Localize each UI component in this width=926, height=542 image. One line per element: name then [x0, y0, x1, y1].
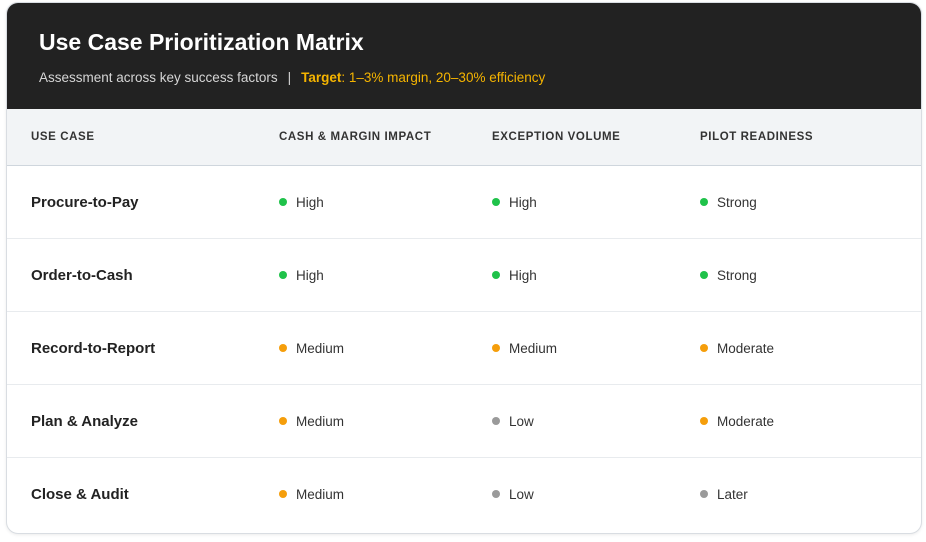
status-dot-icon [700, 417, 708, 425]
status-label: Later [717, 486, 748, 502]
column-header-impact: CASH & MARGIN IMPACT [279, 131, 432, 143]
table-header: USE CASE CASH & MARGIN IMPACT EXCEPTION … [7, 109, 921, 166]
impact-cell: High [255, 195, 468, 210]
readiness-cell: Moderate [676, 414, 921, 429]
volume-cell: Medium [468, 341, 676, 356]
status-label: Medium [296, 340, 345, 356]
status-dot-icon [492, 490, 500, 498]
target-text: : 1–3% margin, 20–30% efficiency [341, 70, 546, 85]
status-label: Strong [717, 194, 757, 210]
status-label: High [509, 267, 537, 283]
readiness-cell: Later [676, 487, 921, 502]
status-dot-icon [700, 490, 708, 498]
impact-cell: High [255, 268, 468, 283]
volume-cell: Low [468, 487, 676, 502]
table-body: Procure-to-Pay High High Strong Order-to-Cas… [7, 166, 921, 530]
status-label: High [296, 194, 324, 210]
status-dot-icon [279, 417, 287, 425]
status-dot-icon [700, 271, 708, 279]
page-title: Use Case Prioritization Matrix [39, 29, 364, 55]
subtitle-text: Assessment across key success factors [39, 70, 278, 85]
status-label: Low [509, 486, 534, 502]
table-row: Plan & Analyze Medium Low Moderate [7, 385, 921, 458]
use-case-name: Close & Audit [31, 485, 129, 503]
table-row: Close & Audit Medium Low Later [7, 458, 921, 530]
use-case-name: Procure-to-Pay [31, 193, 139, 211]
use-case-name: Record-to-Report [31, 339, 156, 357]
status-label: High [296, 267, 324, 283]
status-label: Moderate [717, 413, 775, 429]
target-label: Target [301, 70, 342, 85]
column-header-readiness: PILOT READINESS [700, 131, 814, 143]
impact-cell: Medium [255, 341, 468, 356]
use-case-name: Order-to-Cash [31, 266, 133, 284]
table-row: Procure-to-Pay High High Strong [7, 166, 921, 239]
status-label: Low [509, 413, 534, 429]
status-dot-icon [492, 271, 500, 279]
volume-cell: High [468, 195, 676, 210]
volume-cell: High [468, 268, 676, 283]
readiness-cell: Strong [676, 195, 921, 210]
matrix-card: Use Case Prioritization Matrix Assessmen… [6, 2, 922, 534]
readiness-cell: Moderate [676, 341, 921, 356]
status-dot-icon [279, 344, 287, 352]
status-label: Medium [296, 486, 345, 502]
subtitle-separator: | [287, 70, 292, 85]
status-label: Medium [509, 340, 558, 356]
impact-cell: Medium [255, 487, 468, 502]
status-label: Medium [296, 413, 345, 429]
status-dot-icon [279, 490, 287, 498]
status-label: Moderate [717, 340, 775, 356]
status-label: High [509, 194, 537, 210]
status-dot-icon [700, 198, 708, 206]
volume-cell: Low [468, 414, 676, 429]
status-dot-icon [492, 198, 500, 206]
matrix-header: Use Case Prioritization Matrix Assessmen… [7, 3, 921, 109]
readiness-cell: Strong [676, 268, 921, 283]
status-label: Strong [717, 267, 757, 283]
table-row: Order-to-Cash High High Strong [7, 239, 921, 312]
status-dot-icon [279, 271, 287, 279]
impact-cell: Medium [255, 414, 468, 429]
use-case-name: Plan & Analyze [31, 412, 138, 430]
target-note: Target: 1–3% margin, 20–30% efficiency [301, 70, 545, 85]
status-dot-icon [279, 198, 287, 206]
status-dot-icon [492, 417, 500, 425]
column-header-volume: EXCEPTION VOLUME [492, 131, 621, 143]
table-row: Record-to-Report Medium Medium Moderate [7, 312, 921, 385]
status-dot-icon [700, 344, 708, 352]
status-dot-icon [492, 344, 500, 352]
column-header-use-case: USE CASE [31, 131, 95, 143]
subtitle: Assessment across key success factors | Ta… [39, 70, 889, 85]
